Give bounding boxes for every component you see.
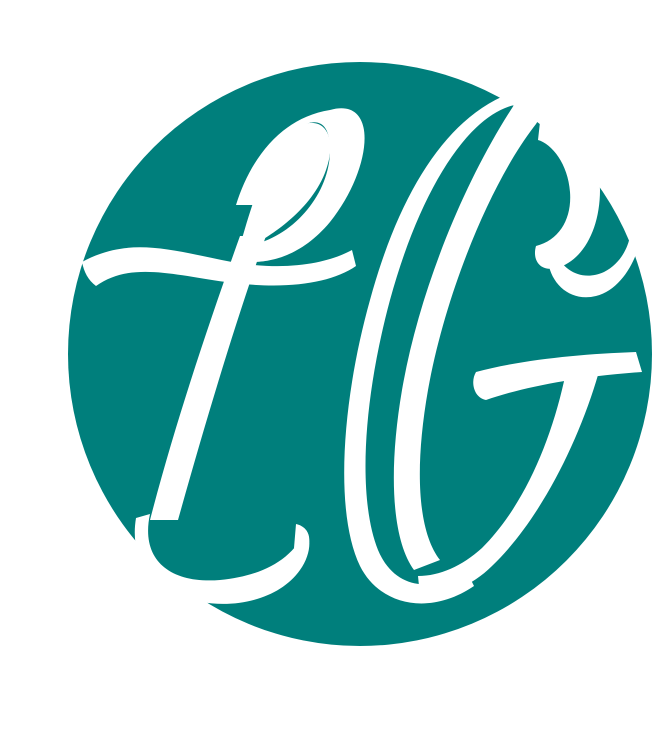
monogram-letters <box>82 90 642 604</box>
letter-l <box>82 108 365 604</box>
letter-g <box>344 90 642 604</box>
